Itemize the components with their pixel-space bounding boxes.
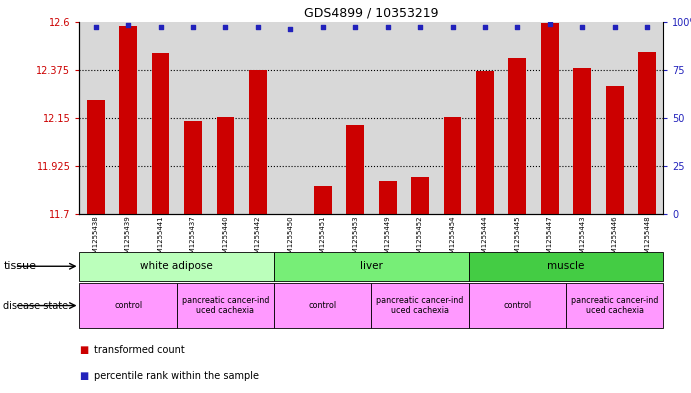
Point — [220, 24, 231, 31]
Text: transformed count: transformed count — [94, 345, 184, 355]
Bar — [177, 283, 274, 328]
Bar — [566, 283, 663, 328]
Bar — [216, 117, 234, 214]
Bar — [468, 252, 663, 281]
Bar — [144, 22, 177, 214]
Bar — [112, 22, 144, 214]
Point — [447, 24, 458, 31]
Bar — [314, 186, 332, 214]
Bar — [598, 22, 631, 214]
Bar — [566, 22, 598, 214]
Bar — [501, 22, 533, 214]
Text: pancreatic cancer-ind
uced cachexia: pancreatic cancer-ind uced cachexia — [377, 296, 464, 315]
Bar — [79, 252, 274, 281]
Bar — [281, 213, 299, 214]
Bar — [307, 22, 339, 214]
Bar — [574, 68, 591, 214]
Point — [122, 22, 133, 29]
Point — [609, 24, 621, 31]
Bar — [184, 121, 202, 214]
Text: white adipose: white adipose — [140, 261, 213, 271]
Bar — [242, 22, 274, 214]
Bar — [177, 22, 209, 214]
Point — [252, 24, 263, 31]
Bar — [509, 58, 527, 214]
Point — [480, 24, 491, 31]
Bar — [151, 53, 169, 214]
Bar — [533, 22, 566, 214]
Point — [155, 24, 166, 31]
Text: percentile rank within the sample: percentile rank within the sample — [94, 371, 259, 381]
Text: liver: liver — [360, 261, 383, 271]
Point — [317, 24, 328, 31]
Text: ■: ■ — [79, 371, 88, 381]
Point — [90, 24, 101, 31]
Bar — [274, 252, 468, 281]
Bar — [436, 22, 468, 214]
Point — [512, 24, 523, 31]
Bar — [79, 283, 177, 328]
Text: disease state: disease state — [3, 301, 68, 310]
Text: control: control — [309, 301, 337, 310]
Bar — [346, 125, 364, 214]
Bar — [638, 52, 656, 214]
Bar — [274, 22, 307, 214]
Bar — [476, 71, 494, 214]
Point — [382, 24, 393, 31]
Text: control: control — [503, 301, 531, 310]
Text: pancreatic cancer-ind
uced cachexia: pancreatic cancer-ind uced cachexia — [182, 296, 269, 315]
Text: tissue: tissue — [3, 261, 37, 271]
Bar — [606, 86, 623, 214]
Point — [187, 24, 198, 31]
Bar — [379, 181, 397, 214]
Bar — [541, 23, 559, 214]
Bar — [87, 100, 104, 214]
Bar — [274, 283, 371, 328]
Bar — [444, 118, 462, 214]
Bar — [79, 22, 112, 214]
Point — [285, 26, 296, 33]
Text: ■: ■ — [79, 345, 88, 355]
Text: control: control — [114, 301, 142, 310]
Point — [415, 24, 426, 31]
Bar — [631, 22, 663, 214]
Bar — [411, 177, 429, 214]
Bar — [209, 22, 242, 214]
Point — [350, 24, 361, 31]
Bar — [468, 22, 501, 214]
Bar — [249, 70, 267, 214]
Bar — [339, 22, 371, 214]
Bar — [120, 26, 137, 214]
Bar — [468, 283, 566, 328]
Point — [577, 24, 588, 31]
Point — [642, 24, 653, 31]
Bar — [371, 22, 404, 214]
Bar — [371, 283, 468, 328]
Text: pancreatic cancer-ind
uced cachexia: pancreatic cancer-ind uced cachexia — [571, 296, 659, 315]
Text: muscle: muscle — [547, 261, 585, 271]
Bar — [404, 22, 436, 214]
Title: GDS4899 / 10353219: GDS4899 / 10353219 — [304, 6, 439, 19]
Point — [545, 20, 556, 27]
